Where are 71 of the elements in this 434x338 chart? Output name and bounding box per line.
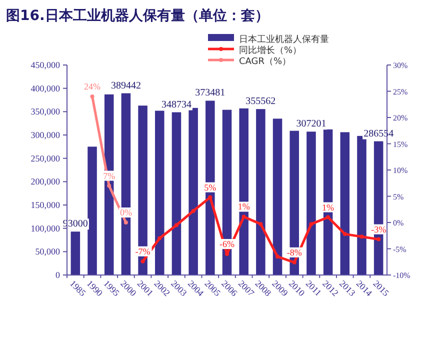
- point: [292, 260, 296, 264]
- data-label: 7%: [103, 170, 116, 181]
- bar: [272, 118, 282, 275]
- data-label: 389442: [110, 80, 141, 92]
- bar: [206, 100, 215, 275]
- bar: [121, 93, 131, 275]
- y-tick-label: 100,000: [30, 223, 60, 234]
- point: [342, 232, 347, 236]
- y-tick-label: 0: [56, 270, 60, 280]
- y2-tick-label: 20%: [393, 114, 408, 122]
- y-tick-label: 50,000: [35, 246, 60, 257]
- point: [276, 254, 280, 259]
- bar: [188, 108, 198, 275]
- bar: [88, 146, 97, 275]
- y-tick-label: 450,000: [30, 60, 60, 70]
- data-label: 373481: [195, 88, 226, 99]
- point: [242, 214, 246, 219]
- point: [191, 208, 196, 213]
- bar: [155, 110, 164, 275]
- bar: [323, 129, 333, 275]
- data-label: 24%: [84, 82, 102, 92]
- point: [174, 223, 178, 228]
- y-tick-label: 400,000: [30, 83, 60, 94]
- bar: [70, 232, 80, 275]
- point: [208, 195, 212, 200]
- y2-tick-label: 5%: [393, 192, 404, 202]
- bar: [256, 109, 266, 275]
- y-tick-label: 200,000: [30, 176, 60, 187]
- point: [140, 259, 145, 264]
- data-label: 307201: [296, 118, 326, 130]
- y2-tick-label: 0%: [393, 218, 404, 228]
- data-label: 1%: [322, 202, 335, 212]
- legend-label: 日本工业机器人保有量: [239, 34, 329, 45]
- point: [107, 184, 112, 188]
- chart-title: 图16.日本工业机器人保有量（单位：套）: [6, 8, 269, 24]
- point: [309, 222, 314, 226]
- y-tick-label: 250,000: [30, 153, 60, 164]
- bar: [340, 132, 350, 275]
- y2-tick-label: 25%: [393, 87, 408, 96]
- point: [124, 220, 128, 224]
- point: [258, 222, 263, 226]
- legend-label: CAGR（%）: [239, 57, 292, 67]
- data-label: -8%: [286, 247, 302, 258]
- bar: [306, 132, 316, 275]
- bar: [239, 108, 248, 275]
- bar: [104, 94, 114, 275]
- data-label: -7%: [135, 246, 151, 256]
- data-label: 1%: [238, 202, 250, 212]
- data-label: -3%: [371, 224, 387, 234]
- point: [376, 237, 381, 242]
- y2-tick-label: 10%: [393, 166, 408, 175]
- data-label: 348734: [161, 99, 192, 110]
- y2-tick-label: 30%: [393, 61, 408, 70]
- data-label: 0%: [120, 208, 132, 218]
- legend-label: 同比增长（%）: [239, 45, 302, 56]
- data-label: -6%: [220, 239, 235, 249]
- point: [90, 94, 94, 98]
- point: [225, 252, 229, 256]
- y2-tick-label: -10%: [393, 271, 411, 280]
- bar: [172, 112, 182, 275]
- data-label: 355562: [246, 96, 276, 108]
- y2-tick-label: 15%: [393, 140, 408, 149]
- y2-tick-label: -5%: [393, 244, 407, 254]
- y-tick-label: 150,000: [30, 200, 60, 210]
- y-tick-label: 300,000: [30, 130, 60, 140]
- point: [360, 234, 364, 239]
- data-label: 5%: [204, 182, 217, 192]
- bar: [357, 136, 366, 275]
- point: [326, 215, 330, 220]
- y-tick-label: 350,000: [30, 106, 60, 117]
- point: [158, 236, 162, 240]
